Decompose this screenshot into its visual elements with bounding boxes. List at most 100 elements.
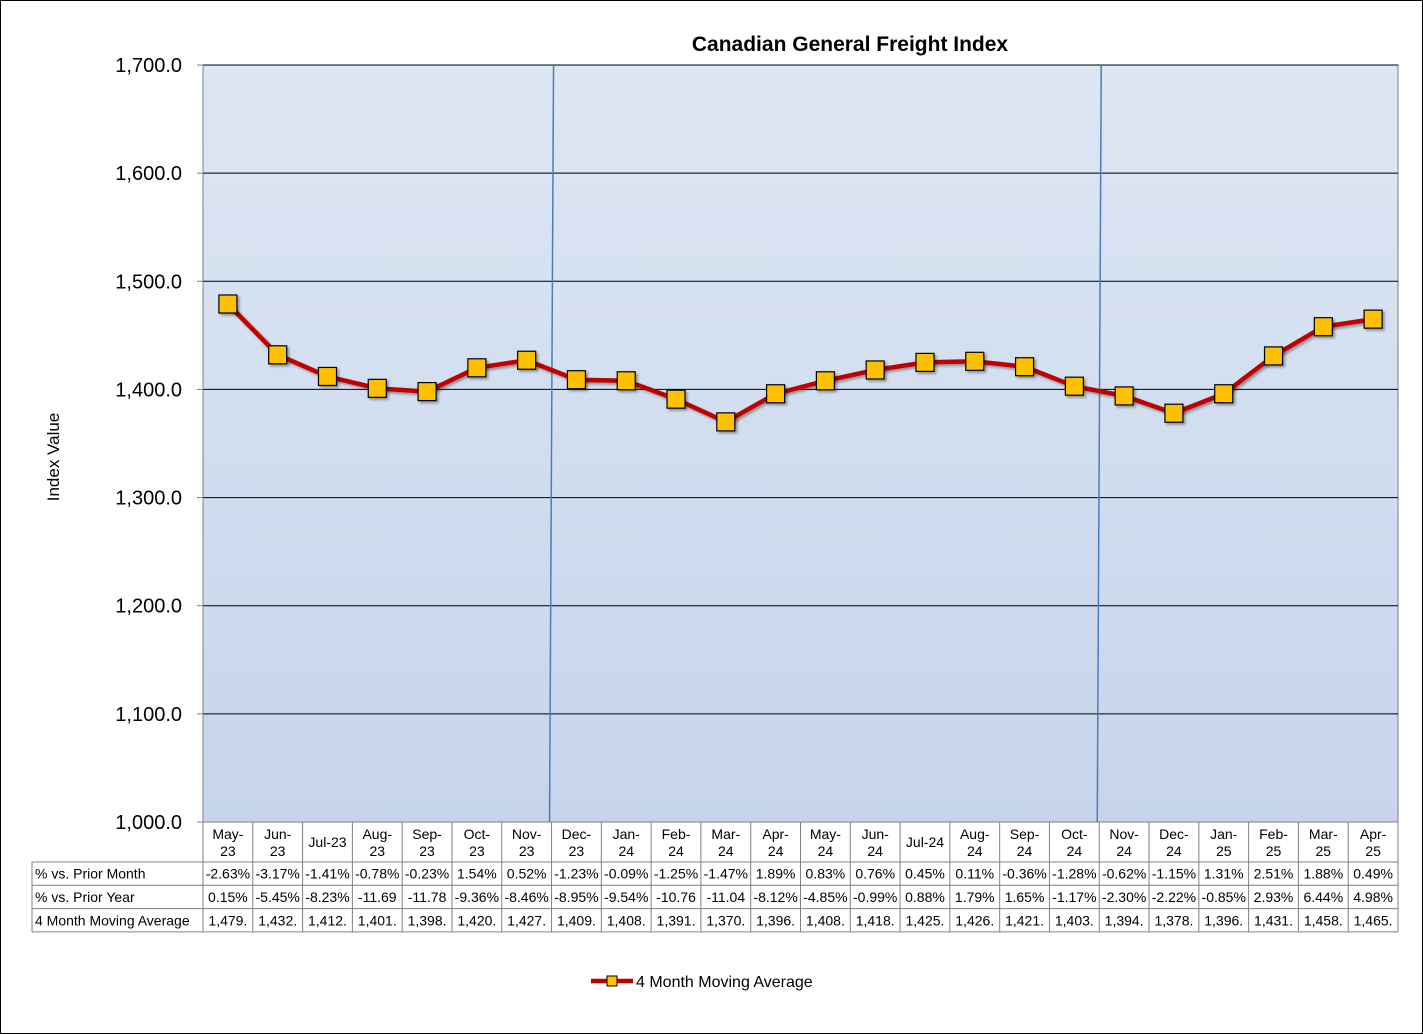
table-cell: 0.11% <box>955 866 994 882</box>
table-cell: -0.23% <box>405 866 449 882</box>
x-tick-label: Jan- <box>613 826 641 842</box>
table-cell: -2.22% <box>1152 889 1196 905</box>
table-cell: -1.47% <box>704 866 748 882</box>
x-tick-label: Sep- <box>412 826 442 842</box>
x-tick-label: Oct- <box>1061 826 1088 842</box>
x-tick-label: 24 <box>967 843 983 859</box>
x-tick-label: 23 <box>270 843 286 859</box>
y-tick-label: 1,200.0 <box>115 596 182 618</box>
x-tick-label: Jan- <box>1210 826 1238 842</box>
table-cell: 1,432. <box>258 912 297 928</box>
table-cell: 1.31% <box>1204 866 1244 882</box>
table-cell: -0.09% <box>604 866 648 882</box>
table-cell: 0.45% <box>905 866 945 882</box>
table-row-label: % vs. Prior Year <box>35 889 135 905</box>
x-tick-label: Oct- <box>464 826 491 842</box>
x-tick-label: Apr- <box>762 826 789 842</box>
table-cell: -9.54% <box>604 889 648 905</box>
x-tick-label: 24 <box>718 843 734 859</box>
x-tick-label: Sep- <box>1010 826 1040 842</box>
data-point <box>517 350 537 370</box>
table-cell: 0.83% <box>806 866 846 882</box>
table-cell: 1.54% <box>457 866 497 882</box>
data-point <box>965 351 985 371</box>
legend-label: 4 Month Moving Average <box>636 974 813 991</box>
table-cell: 0.52% <box>507 866 547 882</box>
table-cell: 1,479. <box>208 912 247 928</box>
x-tick-label: Jun- <box>264 826 292 842</box>
x-tick-label: 24 <box>867 843 883 859</box>
table-cell: -11.69 <box>358 889 397 905</box>
table-cell: 1,396. <box>1204 912 1243 928</box>
data-point <box>616 371 636 391</box>
table-cell: 2.93% <box>1254 889 1294 905</box>
data-point <box>915 352 935 372</box>
table-cell: 1,421. <box>1005 912 1044 928</box>
y-axis-label: Index Value <box>44 413 63 502</box>
x-tick-label: Dec- <box>562 826 592 842</box>
x-tick-label: Feb- <box>662 826 691 842</box>
x-tick-label: 24 <box>618 843 634 859</box>
y-tick-label: 1,600.0 <box>115 163 182 185</box>
table-cell: -2.63% <box>206 866 250 882</box>
table-cell: -11.78 <box>408 889 447 905</box>
table-cell: -0.99% <box>853 889 897 905</box>
table-cell: 6.44% <box>1303 889 1343 905</box>
x-tick-label: 24 <box>818 843 834 859</box>
table-cell: 1,426. <box>955 912 994 928</box>
plot-area <box>202 64 1399 823</box>
table-cell: -1.17% <box>1052 889 1096 905</box>
y-tick-label: 1,700.0 <box>115 55 182 77</box>
table-cell: 1.65% <box>1005 889 1045 905</box>
table-cell: -0.36% <box>1002 866 1046 882</box>
table-cell: 1,418. <box>856 912 895 928</box>
table-cell: -0.62% <box>1102 866 1146 882</box>
y-tick-label: 1,000.0 <box>115 812 182 834</box>
table-row-label: % vs. Prior Month <box>35 866 145 882</box>
y-tick-label: 1,100.0 <box>115 704 182 726</box>
table-cell: 1,401. <box>358 912 397 928</box>
table-cell: 1,408. <box>806 912 845 928</box>
table-cell: 1,398. <box>408 912 447 928</box>
table-cell: -1.23% <box>554 866 598 882</box>
data-point <box>766 384 786 404</box>
data-point <box>1014 357 1035 377</box>
chart-title: Canadian General Freight Index <box>692 33 1009 56</box>
data-point <box>1114 386 1134 406</box>
table-cell: -1.41% <box>305 866 349 882</box>
table-cell: 1,403. <box>1055 912 1094 928</box>
table-cell: -8.12% <box>753 889 797 905</box>
data-point <box>1313 317 1333 337</box>
x-tick-label: 24 <box>668 843 684 859</box>
table-cell: -0.85% <box>1202 889 1246 905</box>
x-tick-label: 23 <box>369 843 385 859</box>
table-cell: 1.79% <box>955 889 995 905</box>
x-tick-label: 25 <box>1216 843 1232 859</box>
x-tick-label: Jul-24 <box>906 834 944 850</box>
data-point <box>865 360 885 380</box>
table-cell: 1,465. <box>1354 912 1393 928</box>
x-tick-label: May- <box>810 826 841 842</box>
x-tick-label: 23 <box>220 843 236 859</box>
table-cell: -11.04 <box>706 889 745 905</box>
x-tick-label: 23 <box>569 843 585 859</box>
table-cell: 1,396. <box>756 912 795 928</box>
data-point <box>1214 384 1234 404</box>
x-tick-label: Aug- <box>960 826 990 842</box>
x-tick-label: Jul-23 <box>308 834 346 850</box>
data-point <box>268 345 288 365</box>
table-cell: 1.89% <box>756 866 796 882</box>
x-tick-label: 24 <box>1067 843 1083 859</box>
x-tick-label: Aug- <box>362 826 392 842</box>
table-cell: -4.85% <box>803 889 847 905</box>
table-cell: 4.98% <box>1353 889 1393 905</box>
x-tick-label: Dec- <box>1159 826 1189 842</box>
table-cell: -8.95% <box>554 889 598 905</box>
x-tick-label: 24 <box>768 843 784 859</box>
table-row-label: 4 Month Moving Average <box>35 912 190 928</box>
x-tick-label: 25 <box>1266 843 1282 859</box>
data-point <box>467 358 487 378</box>
data-point <box>317 366 338 387</box>
table-cell: -8.23% <box>305 889 349 905</box>
x-tick-label: 25 <box>1365 843 1381 859</box>
